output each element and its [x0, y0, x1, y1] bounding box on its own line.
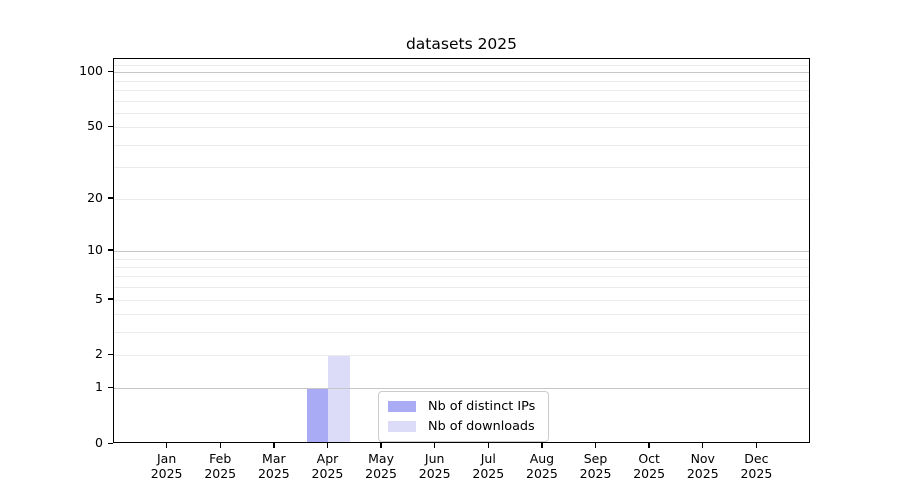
y-tick-label: 5: [95, 290, 103, 306]
y-tick-label: 2: [95, 346, 103, 362]
x-tick-label-line: Jan: [156, 451, 177, 466]
x-tick-label: May 2025: [349, 451, 413, 481]
x-tick-label: Feb 2025: [188, 451, 252, 481]
x-tick-label: Oct 2025: [617, 451, 681, 481]
x-tick-label-line: 2025: [526, 466, 558, 481]
gridline: [114, 266, 809, 268]
x-tick-label-line: Jul: [480, 451, 496, 466]
gridline: [114, 127, 809, 129]
gridline: [114, 72, 809, 74]
y-tick-label: 0: [95, 435, 103, 450]
gridline: [114, 258, 809, 260]
y-tick-label: 100: [79, 63, 103, 79]
x-tick-label-line: May: [368, 451, 394, 466]
x-tick-label-line: 2025: [472, 466, 505, 481]
y-tick-mark: [108, 353, 113, 356]
x-tick-label-line: Sep: [583, 451, 608, 466]
chart-title: datasets 2025: [405, 35, 518, 53]
gridline: [114, 332, 809, 334]
x-tick-label-line: Nov: [690, 451, 715, 466]
x-tick-mark: [326, 443, 329, 448]
gridline: [114, 167, 809, 169]
x-tick-label-line: 2025: [257, 466, 290, 481]
y-tick-mark: [108, 442, 113, 444]
gridline: [114, 314, 809, 316]
x-tick-mark: [165, 443, 168, 448]
x-tick-mark: [433, 443, 436, 448]
plot-area: [113, 58, 810, 443]
x-tick-label-line: 2025: [579, 466, 612, 481]
gridline: [114, 250, 809, 252]
y-tick-label: 10: [87, 241, 103, 257]
y-tick-label: 1: [95, 379, 103, 395]
x-tick-label-line: Mar: [262, 451, 286, 466]
gridline: [114, 276, 809, 278]
legend-label-downloads: Nb of downloads: [428, 419, 535, 434]
gridline: [114, 64, 809, 66]
x-tick-label-line: 2025: [311, 466, 344, 481]
x-tick-mark: [541, 443, 543, 448]
legend: Nb of distinct IPs Nb of downloads: [378, 391, 550, 442]
x-tick-mark: [702, 443, 704, 448]
gridline: [114, 198, 809, 200]
x-tick-label-line: 2025: [365, 466, 397, 481]
y-tick-mark: [108, 298, 113, 300]
gridline: [114, 144, 809, 146]
x-tick-label-line: Apr: [316, 451, 339, 466]
y-tick-label: 20: [87, 189, 103, 205]
x-tick-label-line: 2025: [633, 466, 666, 481]
x-tick-mark: [648, 443, 650, 448]
x-tick-label-line: Feb: [209, 451, 232, 466]
x-tick-mark: [487, 443, 489, 448]
x-tick-label-line: Oct: [638, 451, 660, 466]
x-tick-label: Jun 2025: [403, 451, 467, 481]
x-tick-mark: [273, 443, 275, 448]
legend-label-distinct-ips: Nb of distinct IPs: [428, 399, 536, 414]
x-tick-label: Nov 2025: [671, 451, 735, 481]
x-tick-label-line: Jun: [424, 451, 445, 466]
gridline: [114, 89, 809, 91]
x-tick-label-line: 2025: [204, 466, 237, 481]
x-tick-label-line: 2025: [418, 466, 451, 481]
x-tick-label-line: 2025: [150, 466, 183, 481]
x-tick-label-line: Dec: [744, 451, 769, 466]
y-tick-mark: [108, 386, 113, 389]
legend-item-downloads: Nb of downloads: [388, 419, 539, 434]
x-tick-mark: [219, 443, 221, 448]
x-tick-label: Jul 2025: [456, 451, 520, 481]
gridline: [114, 299, 809, 301]
x-tick-mark: [380, 443, 382, 448]
x-tick-label: Jan 2025: [135, 451, 199, 481]
y-tick-mark: [108, 70, 113, 73]
x-tick-label: Aug 2025: [510, 451, 574, 481]
y-tick-label: 50: [87, 118, 103, 134]
legend-swatch-downloads: [388, 421, 416, 432]
gridline: [114, 80, 809, 82]
bar-downloads: [328, 355, 350, 442]
y-tick-mark: [108, 249, 113, 251]
y-tick-mark: [108, 197, 113, 199]
x-tick-label-line: 2025: [686, 466, 719, 481]
x-tick-label: Dec 2025: [724, 451, 788, 481]
legend-item-distinct-ips: Nb of distinct IPs: [388, 399, 539, 414]
x-tick-mark: [755, 443, 758, 448]
gridline: [114, 388, 809, 390]
x-tick-label-line: 2025: [740, 466, 773, 481]
gridline: [114, 355, 809, 357]
gridline: [114, 100, 809, 102]
legend-swatch-distinct-ips: [388, 401, 416, 412]
gridline: [114, 287, 809, 289]
x-tick-label: Sep 2025: [564, 451, 628, 481]
y-tick-mark: [108, 125, 113, 128]
gridline: [114, 112, 809, 114]
x-tick-mark: [594, 443, 597, 448]
x-tick-label-line: Aug: [529, 451, 555, 466]
x-tick-label: Mar 2025: [242, 451, 306, 481]
x-tick-label: Apr 2025: [295, 451, 359, 481]
bar-distinct-ips: [306, 388, 329, 442]
